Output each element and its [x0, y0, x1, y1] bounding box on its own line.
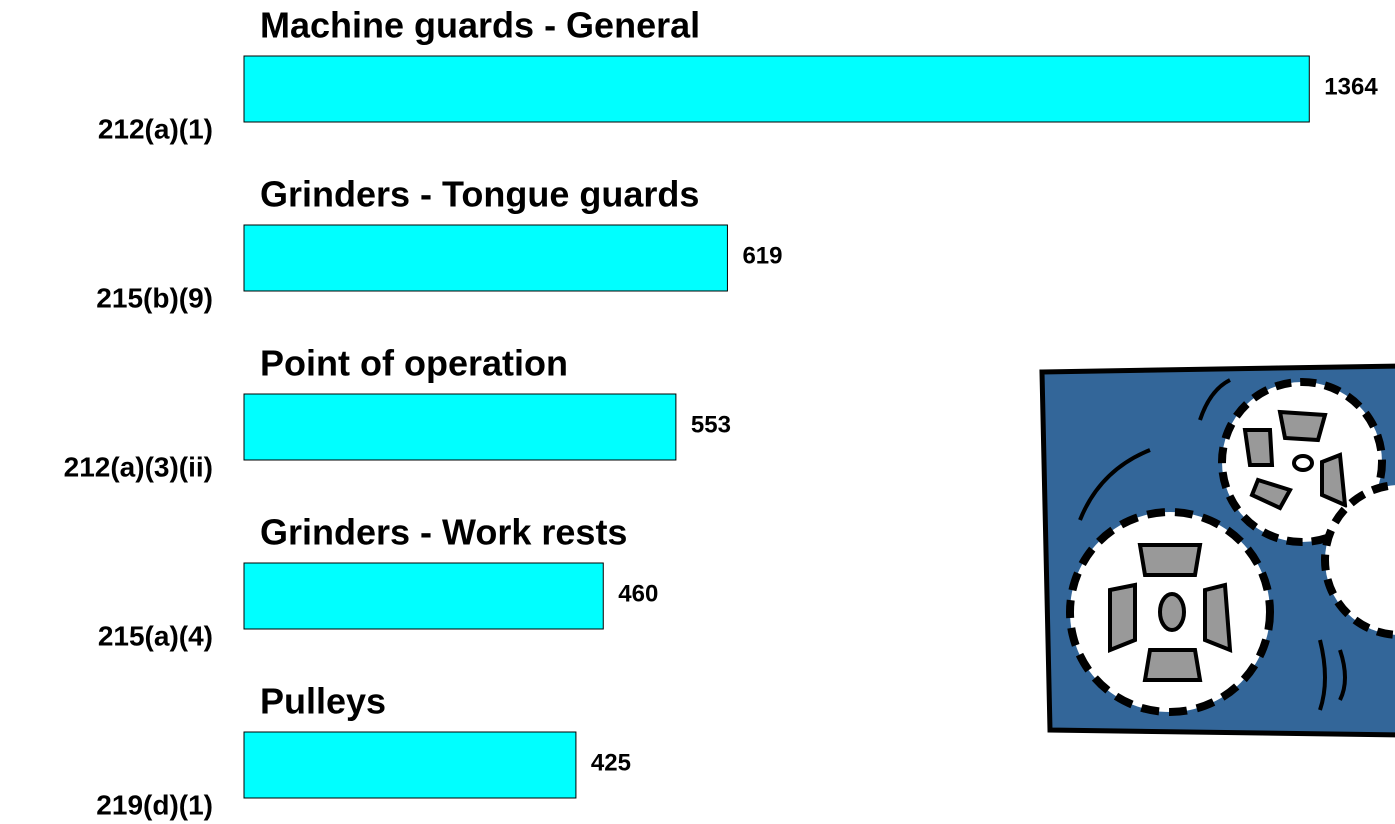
bar [244, 732, 576, 798]
category-label: 215(b)(9) [96, 282, 213, 313]
value-label: 619 [742, 242, 782, 269]
bar-title: Grinders - Work rests [260, 512, 627, 553]
category-label: 215(a)(4) [98, 620, 213, 651]
bar [244, 225, 727, 291]
large-gear [1070, 512, 1270, 712]
value-label: 1364 [1324, 73, 1378, 100]
value-label: 460 [618, 580, 658, 607]
bar [244, 56, 1309, 122]
gears-clipart [1042, 366, 1395, 735]
bar [244, 394, 676, 460]
chart: Machine guards - General 212(a)(1) 1364 Gri… [0, 0, 1395, 824]
category-label: 212(a)(1) [98, 113, 213, 144]
category-label: 212(a)(3)(ii) [64, 451, 213, 482]
bar [244, 563, 603, 629]
bar-title: Pulleys [260, 681, 386, 722]
bar-title: Grinders - Tongue guards [260, 174, 699, 215]
category-label: 219(d)(1) [96, 789, 213, 820]
bar-title: Machine guards - General [260, 5, 700, 46]
value-label: 425 [591, 749, 631, 776]
bar-title: Point of operation [260, 343, 568, 384]
value-label: 553 [691, 411, 731, 438]
